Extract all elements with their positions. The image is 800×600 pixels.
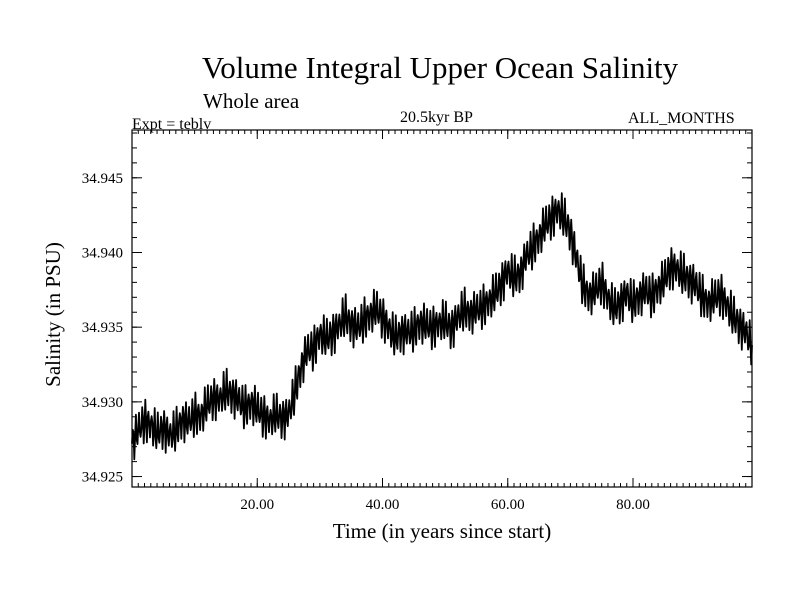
y-tick-label: 34.925 [82, 470, 123, 486]
y-axis-label: Salinity (in PSU) [41, 242, 65, 387]
plot-frame [131, 129, 753, 488]
y-tick-label: 34.930 [82, 395, 123, 411]
experiment-label: Expt = teblv [132, 116, 212, 133]
y-tick-label: 34.935 [82, 320, 123, 336]
x-tick-label: 40.00 [366, 497, 400, 513]
y-tick-label: 34.940 [82, 245, 123, 261]
x-tick-label: 20.00 [240, 497, 274, 513]
series-group [131, 192, 753, 461]
x-tick-label: 80.00 [616, 497, 650, 513]
chart-subtitle: Whole area [203, 89, 300, 113]
chart-title: Volume Integral Upper Ocean Salinity [201, 50, 679, 85]
period-label: 20.5kyr BP [400, 109, 473, 126]
x-tick-label: 60.00 [491, 497, 525, 513]
axes [131, 129, 753, 488]
months-label: ALL_MONTHS [628, 110, 735, 127]
axis-labels: 20.00 40.00 60.00 80.00 34.925 34.930 34.935 34… [41, 171, 650, 543]
y-tick-label: 34.945 [82, 171, 123, 187]
x-axis-label: Time (in years since start) [333, 519, 552, 543]
series-line-salinity [131, 192, 753, 461]
